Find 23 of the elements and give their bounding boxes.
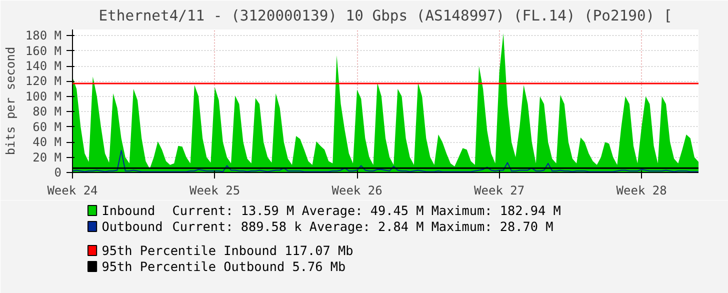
text: Current: 889.58 k Average: 2.84 M Maximum: 28.70 M bbox=[172, 219, 554, 234]
legend-label: Outbound bbox=[102, 219, 163, 234]
y-tick-label: 20 M bbox=[32, 150, 62, 164]
chart-title: Ethernet4/11 - (3120000139) 10 Gbps (AS148997) (FL.14) (Po2190) [ bbox=[98, 8, 672, 24]
y-tick-label: 0 bbox=[54, 166, 62, 180]
y-tick-label: 140 M bbox=[25, 59, 62, 74]
x-tick-label: Week 28 bbox=[616, 184, 667, 198]
y-tick-label: 180 M bbox=[25, 28, 62, 43]
y-tick-label: 160 M bbox=[25, 44, 62, 58]
x-tick-label: Week 24 bbox=[47, 184, 98, 198]
text: Current: 13.59 M Average: 49.45 M Maximum: 182.94 M bbox=[172, 203, 562, 218]
y-tick-label: 80 M bbox=[32, 104, 62, 119]
x-tick-label: Week 27 bbox=[474, 184, 525, 198]
y-tick-label: 60 M bbox=[32, 120, 62, 134]
y-tick-label: 100 M bbox=[25, 89, 62, 104]
legend-label: 95th Percentile Outbound 5.76 Mb bbox=[102, 259, 346, 274]
legend-label: Inbound bbox=[102, 203, 156, 218]
x-tick-label: Week 26 bbox=[332, 184, 382, 198]
x-tick-label: Week 25 bbox=[189, 184, 240, 198]
y-tick-label: 120 M bbox=[25, 74, 62, 88]
legend-label: 95th Percentile Inbound 117.07 Mb bbox=[102, 243, 354, 258]
y-tick-label: 40 M bbox=[32, 135, 62, 150]
y-axis-title: bits per second bbox=[3, 46, 18, 156]
